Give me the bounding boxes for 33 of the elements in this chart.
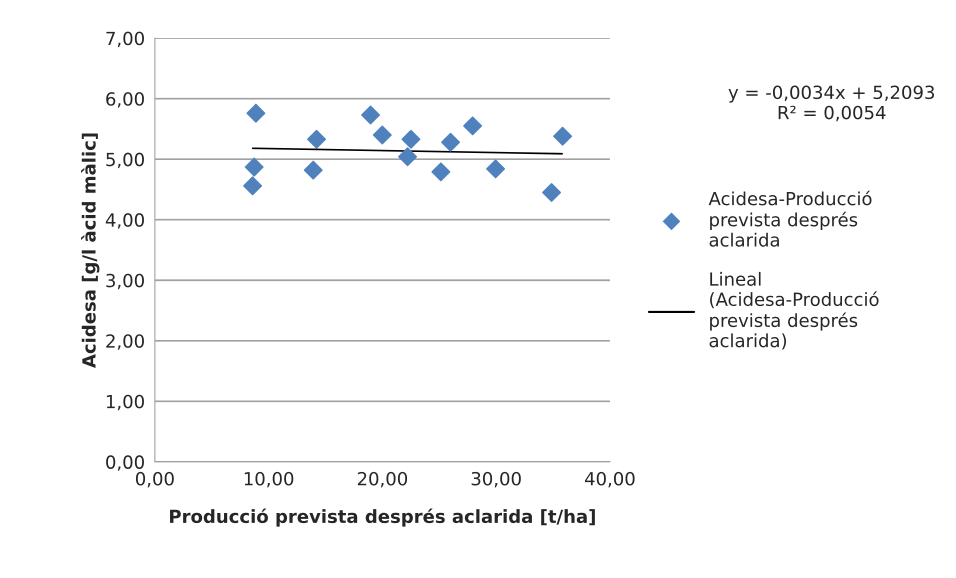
y-tick-label: 1,00	[106, 394, 144, 410]
point	[372, 126, 392, 144]
point	[401, 130, 420, 149]
legend-label: Acidesa-Producció prevista després aclarida	[708, 190, 872, 247]
y-tick-label: 7,00	[106, 32, 144, 48]
point	[553, 126, 572, 146]
x-tick-label: 40,00	[584, 472, 635, 488]
text: y = -0,0034x + 5,2093 R² = 0,0054	[728, 86, 934, 122]
point	[246, 104, 266, 123]
point	[486, 159, 506, 178]
point	[243, 176, 262, 196]
legend-label: Lineal (Acidesa-Producció prevista després aclarida)	[710, 272, 879, 350]
y-tick-label: 5,00	[106, 152, 144, 168]
x-tick-label: 10,00	[244, 472, 294, 488]
point	[361, 106, 380, 124]
y-axis-title: Acidesa [g/l àcid màlic]	[81, 133, 100, 368]
y-tick-label: 6,00	[106, 92, 144, 108]
point	[441, 132, 460, 152]
point	[244, 158, 264, 177]
x-tick-label: 20,00	[358, 472, 408, 488]
y-tick-label: 0,00	[106, 455, 144, 471]
y-tick-label: 2,00	[106, 334, 144, 350]
point	[463, 116, 482, 136]
x-tick-label: 30,00	[472, 472, 521, 488]
point	[542, 183, 562, 202]
point	[398, 147, 418, 166]
y-tick-label: 4,00	[106, 213, 144, 229]
point	[431, 162, 450, 182]
x-axis-title: Producció prevista després aclarida [t/ha]	[170, 508, 595, 527]
point	[307, 130, 326, 149]
point	[304, 160, 323, 180]
x-tick-label: 0,00	[136, 472, 174, 488]
y-tick-label: 3,00	[106, 274, 144, 290]
